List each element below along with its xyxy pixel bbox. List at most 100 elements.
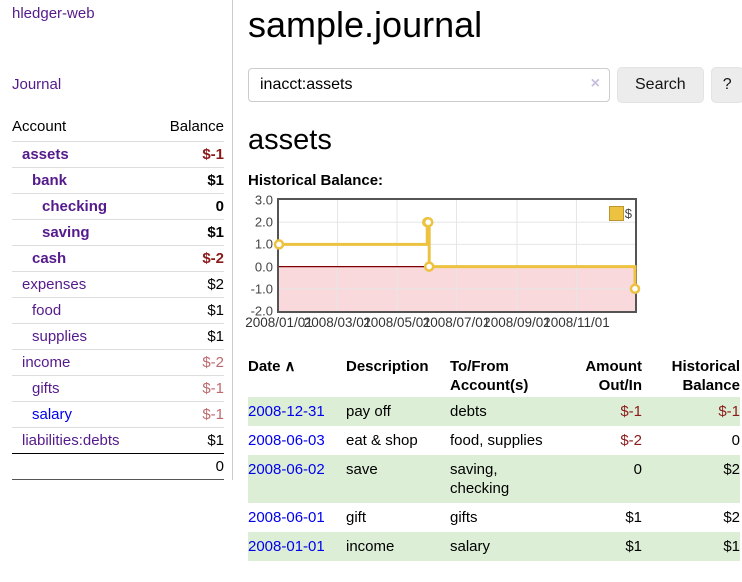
chart-plot-area: $	[273, 198, 641, 313]
sidebar-account-link[interactable]: food	[32, 302, 62, 319]
sidebar-account-balance: $1	[152, 297, 224, 324]
transaction-accounts: salary	[450, 538, 491, 555]
y-axis-tick-label: -1.0	[250, 281, 273, 297]
chart-x-axis: 2008/01/01 2008/03/01 2008/05/01 2008/07/01…	[245, 313, 668, 331]
sidebar-account-link[interactable]: bank	[32, 172, 68, 189]
x-axis-tick-label: 2008/09/01	[483, 315, 551, 330]
transaction-amount: $1	[625, 538, 642, 555]
sidebar-account-link[interactable]: gifts	[32, 380, 60, 397]
account-row: liabilities:debts $1	[12, 428, 224, 454]
sidebar-item-journal[interactable]: Journal	[12, 76, 62, 93]
transaction-amount: $-2	[620, 432, 642, 449]
transaction-row: 2008-12-31 pay off debts $-1 $-1	[248, 397, 740, 426]
sidebar-account-link[interactable]: checking	[42, 198, 108, 215]
legend-swatch-icon	[608, 206, 624, 221]
chart-title: Historical Balance:	[248, 172, 384, 189]
sidebar-account-balance: $1	[152, 167, 224, 194]
accounts-total-row: 0	[12, 453, 224, 480]
search-field-wrap: ×	[248, 68, 610, 102]
date-column-header[interactable]: Date ∧	[248, 358, 296, 375]
accounts-table-body: assets $-1 bank $1 checking 0 saving $1 cash $-2 e…	[12, 141, 224, 454]
transaction-date-link[interactable]: 2008-06-01	[248, 509, 325, 526]
account-row: assets $-1	[12, 141, 224, 168]
clear-search-icon[interactable]: ×	[590, 75, 600, 92]
register-table-body: 2008-12-31 pay off debts $-1 $-1 2008-06-03 ea…	[248, 397, 740, 561]
sidebar-account-balance: $-1	[152, 401, 224, 428]
transaction-balance: $2	[723, 461, 740, 478]
sidebar-account-link[interactable]: salary	[32, 406, 73, 423]
accounts-total-value: 0	[152, 453, 224, 480]
transaction-balance: $-1	[718, 403, 740, 420]
transaction-description: eat & shop	[346, 432, 418, 449]
balance-column-header: Balance	[152, 116, 224, 142]
chart-legend: $	[608, 206, 632, 221]
register-header-row: Date ∧ Description To/From Account(s) Amo…	[248, 355, 740, 397]
x-axis-tick-label: 2008/05/01	[363, 315, 431, 330]
x-axis-tick-label: 2008/11/01	[543, 315, 610, 330]
x-axis-tick-label: 2008/03/01	[303, 315, 372, 330]
page: hledger-web Journal Account Balance asse…	[0, 0, 742, 561]
account-row: gifts $-1	[12, 375, 224, 402]
sidebar-account-link[interactable]: saving	[42, 224, 90, 241]
y-axis-tick-label: 3.0	[254, 192, 273, 208]
sidebar-account-balance: $1	[152, 219, 224, 246]
sidebar-account-balance: $-1	[152, 375, 224, 402]
sidebar-account-balance: 0	[152, 193, 224, 220]
data-point-marker	[422, 216, 434, 228]
sidebar-account-link[interactable]: expenses	[22, 276, 87, 293]
amount-column-header: Amount Out/In	[585, 358, 642, 394]
account-row: cash $-2	[12, 245, 224, 272]
sidebar: hledger-web Journal Account Balance asse…	[0, 0, 233, 480]
y-axis-tick-label: 2.0	[254, 214, 273, 230]
account-row: bank $1	[12, 167, 224, 194]
accounts-table: Account Balance assets $-1 bank $1 checking 0…	[12, 116, 224, 480]
search-input[interactable]	[248, 68, 610, 102]
accounts-column-header: To/From Account(s)	[450, 358, 529, 394]
sidebar-account-balance: $2	[152, 271, 224, 298]
x-axis-tick-label: 2008/07/01	[422, 315, 491, 330]
sidebar-account-link[interactable]: liabilities:debts	[22, 432, 120, 449]
transaction-date-link[interactable]: 2008-01-01	[248, 538, 325, 555]
sidebar-account-balance: $1	[152, 323, 224, 350]
data-point-marker	[423, 261, 435, 272]
transaction-date-link[interactable]: 2008-06-03	[248, 432, 325, 449]
account-row: food $1	[12, 297, 224, 324]
accounts-total-spacer	[12, 453, 153, 480]
transaction-row: 2008-06-01 gift gifts $1 $2	[248, 503, 740, 532]
data-point-marker	[273, 239, 285, 250]
register-table: Date ∧ Description To/From Account(s) Amo…	[248, 355, 740, 561]
transaction-accounts: saving, checking	[450, 461, 510, 497]
transaction-date-link[interactable]: 2008-06-02	[248, 461, 325, 478]
y-axis-tick-label: -2.0	[250, 303, 273, 319]
sort-ascending-icon: ∧	[284, 358, 296, 375]
transaction-row: 2008-06-03 eat & shop food, supplies $-2 0	[248, 426, 740, 455]
account-row: supplies $1	[12, 323, 224, 350]
account-heading: assets	[248, 124, 332, 156]
transaction-date-link[interactable]: 2008-12-31	[248, 403, 325, 420]
sidebar-account-balance: $-2	[152, 349, 224, 376]
historical-balance-chart: $ 3.0 2.0 1.0 0.0 -1.0 -2.0 2008/01/01 2008/03…	[245, 193, 668, 331]
account-column-header: Account	[12, 116, 153, 142]
sidebar-account-balance: $1	[207, 432, 224, 449]
transaction-description: gift	[346, 509, 367, 526]
search-button[interactable]: Search	[617, 67, 704, 103]
data-point-marker	[629, 283, 641, 295]
sidebar-account-link[interactable]: cash	[32, 250, 67, 267]
sidebar-account-balance: $-1	[152, 141, 224, 168]
sidebar-account-link[interactable]: assets	[22, 146, 69, 163]
transaction-accounts: gifts	[450, 509, 478, 526]
brand-label[interactable]: hledger-web	[12, 5, 95, 22]
transaction-description: pay off	[346, 403, 391, 420]
transaction-accounts: debts	[450, 403, 487, 420]
transaction-balance: $2	[723, 509, 740, 526]
sidebar-account-link[interactable]: supplies	[32, 328, 88, 345]
x-axis-tick-label: 2008/01/01	[245, 315, 313, 330]
legend-label: $	[624, 206, 632, 221]
brand-link[interactable]: hledger-web	[12, 5, 224, 22]
search-bar: × Search ?	[248, 67, 742, 103]
transaction-balance: $1	[723, 538, 740, 555]
transaction-row: 2008-06-02 save saving, checking 0 $2	[248, 455, 740, 503]
account-row: checking 0	[12, 193, 224, 220]
help-button[interactable]: ?	[710, 67, 742, 103]
sidebar-account-link[interactable]: income	[22, 354, 71, 371]
